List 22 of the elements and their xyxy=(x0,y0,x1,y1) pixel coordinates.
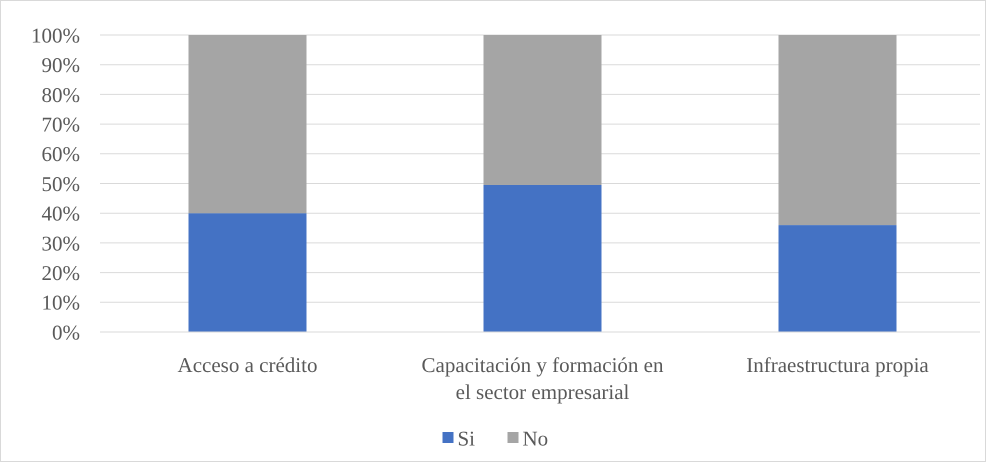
x-tick-label: Infraestructura propia xyxy=(746,353,930,377)
y-tick-label: 80% xyxy=(42,82,80,107)
y-tick-label: 30% xyxy=(42,231,80,256)
legend-label: No xyxy=(522,426,548,450)
y-tick-label: 10% xyxy=(42,290,80,315)
bar xyxy=(484,35,602,185)
y-tick-label: 60% xyxy=(42,142,80,166)
y-tick-label: 100% xyxy=(31,23,80,48)
bar xyxy=(188,35,306,214)
y-tick-label: 50% xyxy=(42,172,80,196)
y-tick-label: 40% xyxy=(42,202,80,226)
x-tick-label: Acceso a crédito xyxy=(178,353,318,377)
y-tick-label: 0% xyxy=(52,320,80,344)
bar xyxy=(484,184,602,332)
legend-label: Si xyxy=(458,426,476,450)
y-tick-label: 90% xyxy=(42,53,80,78)
y-tick-label: 20% xyxy=(42,260,80,285)
bar xyxy=(778,35,896,226)
bar xyxy=(188,213,306,332)
x-tick-label: Capacitación y formación en el sector empresarial xyxy=(422,353,664,404)
bar xyxy=(778,225,896,332)
y-tick-label: 70% xyxy=(42,112,80,136)
